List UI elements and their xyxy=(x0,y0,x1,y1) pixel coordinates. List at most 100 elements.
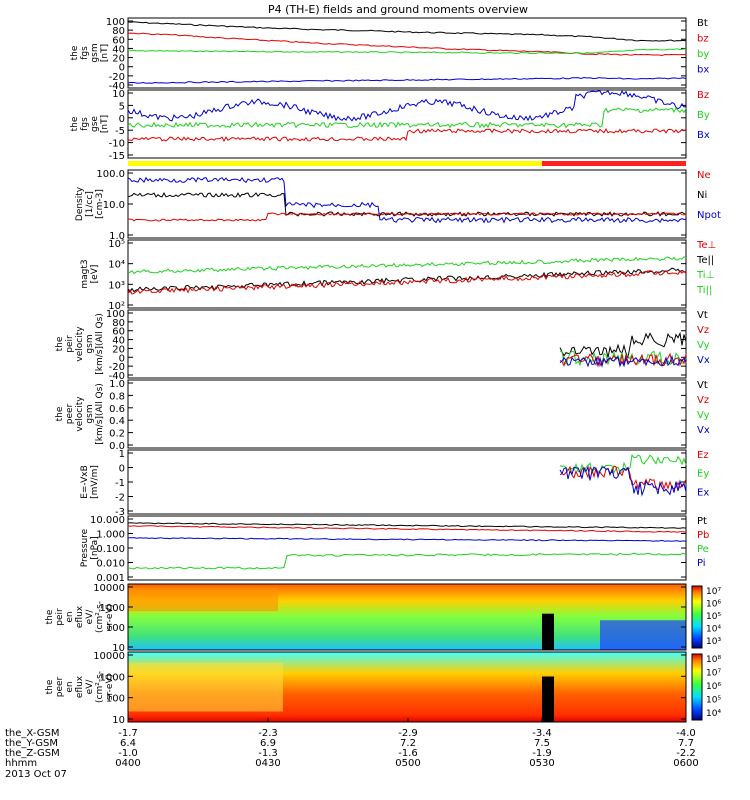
y-tick-label: 5 xyxy=(119,101,125,112)
legend-entry: Vt xyxy=(697,380,708,391)
x-tick-label: -4.0 xyxy=(676,728,696,739)
x-tick-label: -1.0 xyxy=(118,748,138,759)
x-tick-label: 0530 xyxy=(529,758,554,769)
series-Pb xyxy=(127,525,687,533)
y-tick-label: 60 xyxy=(112,35,125,46)
colorbar-tick-label: 10³ xyxy=(706,637,721,647)
y-axis-label-line: the xyxy=(70,116,80,131)
legend-entry: Bt xyxy=(697,18,708,29)
panel-peer-spec: 10000 1000 100 10 the peer en eflux eV/(cm²-s-sr… xyxy=(45,651,721,726)
y-tick-label: -40 xyxy=(109,81,125,92)
y-tick-label: 40 xyxy=(112,336,125,347)
y-axis-label-line: sr-eV) xyxy=(105,604,115,630)
x-tick-label: 6.9 xyxy=(260,738,276,749)
y-tick-label: 100 xyxy=(106,623,125,634)
y-tick-label: 1 xyxy=(119,449,125,460)
y-axis-label-line: [nT] xyxy=(100,115,110,133)
x-tick-label: -2.2 xyxy=(676,748,696,759)
x-axis-row-label: the_X-GSM xyxy=(5,728,59,739)
legend-entry: Vx xyxy=(697,355,710,366)
y-tick-label: 10.000 xyxy=(90,515,125,526)
y-axis-label-line: [mV/m] xyxy=(90,465,100,499)
y-tick-label: 100 xyxy=(106,17,125,28)
legend-entry: Ti⊥ xyxy=(696,270,714,281)
x-tick-label: 0400 xyxy=(115,758,140,769)
legend-entry: bx xyxy=(697,65,709,76)
y-axis-label-line: the xyxy=(55,336,65,351)
y-axis-label-line: [cm-3] xyxy=(95,189,105,219)
spectrogram-electron-pre xyxy=(128,662,283,712)
y-axis-label-line: [km/s](All Qs) xyxy=(95,383,105,445)
y-tick-label: 10⁴ xyxy=(108,260,125,271)
panel-frame xyxy=(127,583,687,651)
series-Pt xyxy=(127,522,687,529)
legend-entry: Vy xyxy=(697,410,710,421)
y-tick-label: -40 xyxy=(109,371,125,382)
y-axis-label-line: fgs xyxy=(80,117,90,131)
series-Bt xyxy=(127,21,687,42)
y-axis-label-line: [eV] xyxy=(90,265,100,284)
y-axis-label-line: gsm xyxy=(85,334,95,353)
y-tick-label: 0.0 xyxy=(109,441,125,452)
colorbar xyxy=(691,585,703,649)
y-axis-label-line: peir xyxy=(65,335,75,353)
y-tick-label: -5 xyxy=(115,126,125,137)
y-axis-label-line: eflux xyxy=(75,675,85,698)
y-axis-label-line: Density xyxy=(75,186,85,221)
y-tick-label: -1 xyxy=(115,478,125,489)
panel-frame xyxy=(127,17,687,89)
data-gap xyxy=(542,613,554,650)
panel-frame xyxy=(127,379,687,449)
y-tick-label: -3 xyxy=(115,507,125,518)
legend-entry: Vx xyxy=(697,425,710,436)
colorbar-tick-label: 10⁴ xyxy=(706,709,721,719)
y-tick-label: 10 xyxy=(112,715,125,726)
y-axis-label-line: peer xyxy=(65,403,75,424)
legend-entry: Pe xyxy=(697,544,709,555)
y-axis-label: the peer en eflux eV/(cm²-s-sr-eV) xyxy=(45,671,115,703)
y-tick-label: 0 xyxy=(119,63,125,74)
x-tick-label: 0500 xyxy=(395,758,420,769)
panel-peir-spec: 10000 1000 100 10 the peir en eflux eV/(cm²-s-sr… xyxy=(45,583,721,654)
colorbar-tick-label: 10⁸ xyxy=(706,655,721,665)
y-tick-label: 0.2 xyxy=(109,429,125,440)
series-bz xyxy=(127,32,687,57)
y-tick-label: 80 xyxy=(112,318,125,329)
x-axis-row-label: the_Z-GSM xyxy=(5,748,60,759)
x-tick-label: 7.2 xyxy=(400,738,416,749)
legend-entry: By xyxy=(697,110,710,121)
y-axis-label-line: magt3 xyxy=(80,259,90,288)
mode-bar-slow xyxy=(128,161,542,166)
y-tick-label: -20 xyxy=(109,362,125,373)
legend-entry: Vz xyxy=(697,325,709,336)
y-tick-label: -15 xyxy=(109,151,125,162)
colorbar-tick-label: 10⁷ xyxy=(706,587,721,597)
y-tick-label: 0 xyxy=(119,353,125,364)
x-axis-row-label: the_Y-GSM xyxy=(5,738,58,749)
x-tick-label: -1.9 xyxy=(532,748,552,759)
plot-title: P4 (TH-E) fields and ground moments over… xyxy=(268,3,528,16)
y-tick-label: -2 xyxy=(115,493,125,504)
y-tick-label: 1.0 xyxy=(109,379,125,390)
x-tick-label: -1.3 xyxy=(258,748,278,759)
y-tick-label: 1000 xyxy=(100,603,125,614)
y-axis-label-line: velocity xyxy=(75,326,85,362)
series-bx xyxy=(127,76,687,84)
y-tick-label: 10 xyxy=(112,89,125,100)
y-axis-label-line: (cm²-s- xyxy=(95,601,105,633)
x-tick-label: -2.9 xyxy=(398,728,418,739)
series-Te-perp xyxy=(127,269,687,295)
legend-entry: Ex xyxy=(697,487,709,498)
series-Pi xyxy=(127,537,687,542)
panel-frame xyxy=(127,169,687,239)
y-axis-label: the peir velocity gsm [km/s](All Qs) xyxy=(55,313,105,375)
y-axis-label: the peir en eflux eV/(cm²-s-sr-eV) xyxy=(45,601,115,633)
y-axis-label-line: [nT] xyxy=(100,44,110,62)
line-traces xyxy=(127,21,687,570)
y-tick-label: 60 xyxy=(112,327,125,338)
legend-entry: Ey xyxy=(697,469,709,480)
series-by xyxy=(127,48,687,55)
y-tick-label: 1000 xyxy=(100,672,125,683)
